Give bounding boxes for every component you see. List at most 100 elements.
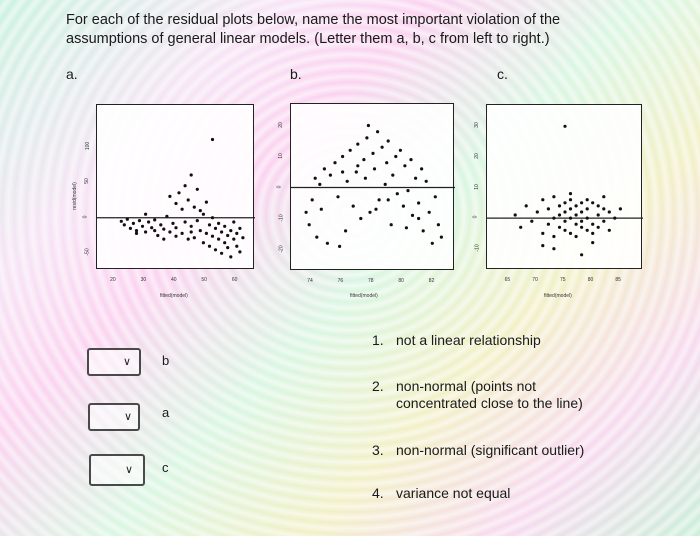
plot-b-point [398, 148, 402, 152]
plot-c-point [541, 231, 545, 235]
plot-a-ytick: 100 [85, 141, 92, 150]
plot-b-ytick: -10 [278, 213, 285, 222]
residual-plot-a [96, 104, 255, 269]
plot-a-point [153, 229, 157, 233]
plot-a-point [204, 231, 208, 235]
plot-c-point [552, 216, 556, 220]
plot-a-point [198, 209, 202, 213]
plot-c-point [568, 192, 573, 196]
plot-c-point [568, 216, 573, 220]
plot-a-point [192, 205, 196, 209]
plot-b-point [433, 195, 437, 199]
plot-c-xtick: 65 [504, 277, 511, 283]
plot-c-point [568, 231, 573, 235]
plot-c-ytick: 10 [473, 183, 480, 190]
plot-b-point [356, 164, 360, 168]
plot-a-canvas [97, 137, 255, 259]
plot-a-point [195, 219, 199, 223]
plot-a-point [180, 207, 184, 211]
plot-a-point [210, 216, 215, 220]
plot-c-point [585, 216, 589, 220]
plot-b-point [351, 204, 355, 208]
plot-a-point [213, 226, 218, 230]
plot-c-point [541, 244, 545, 248]
plot-b-point [344, 229, 348, 233]
plot-c-xtick: 75 [560, 277, 566, 283]
plot-a-point [128, 226, 132, 230]
plot-c-point [580, 201, 584, 205]
plot-a-point [223, 224, 227, 228]
plot-a-point [131, 221, 135, 225]
plot-a-point [122, 223, 126, 227]
plot-b-point [368, 210, 372, 214]
plot-b-point [417, 201, 421, 205]
plot-c-ytick: 30 [473, 122, 480, 129]
plot-b-point [325, 241, 329, 245]
plot-a-point [165, 214, 169, 218]
plot-b-point [310, 198, 314, 202]
plot-a-point [174, 201, 178, 206]
plot-c-point [563, 201, 567, 205]
answer-dropdown-2[interactable]: ∨ [88, 403, 140, 431]
plot-b-point [383, 182, 387, 186]
plot-a-point [186, 198, 190, 202]
plot-b-point [336, 195, 340, 199]
plot-c-point [574, 213, 578, 217]
option-2-number: 2. [372, 378, 384, 394]
plot-b-point [436, 223, 440, 227]
plot-b-point [363, 176, 367, 180]
plot-b-point [417, 216, 421, 221]
plot-b-point [366, 123, 370, 128]
plot-a-point [134, 231, 139, 235]
plot-a-point [189, 224, 193, 228]
plot-c-point [563, 124, 567, 128]
plot-a-point [210, 234, 215, 238]
panel-label-a: a. [66, 66, 78, 82]
plot-b-point [404, 226, 408, 230]
plot-a-point [183, 184, 187, 188]
plot-b-point [394, 154, 398, 159]
plot-c-point [535, 210, 539, 214]
plot-a-point [232, 220, 236, 224]
answer-2-value: a [162, 405, 170, 420]
answer-1-value: b [162, 353, 170, 368]
plot-a-point [217, 221, 221, 225]
plot-a-point [159, 223, 163, 227]
plot-b-point [345, 179, 349, 183]
plot-b-point [371, 151, 375, 155]
plot-a-point [207, 244, 212, 248]
plot-c-xtick: 70 [532, 277, 538, 283]
plot-a-xtick: 50 [201, 277, 207, 283]
plot-a-point [189, 173, 193, 177]
plot-b-canvas [291, 123, 455, 248]
plot-a-point [180, 231, 184, 235]
plot-a-point [220, 230, 224, 234]
answer-dropdown-1[interactable]: ∨ [87, 348, 141, 376]
plot-a-point [134, 229, 139, 233]
plot-c-point [596, 225, 600, 229]
answer-dropdown-3[interactable]: ∨ [89, 454, 145, 486]
plot-c-point [591, 231, 595, 235]
plot-b-point [315, 235, 319, 239]
plot-c-point [574, 234, 578, 239]
plot-c-xlabel: fitted(model) [544, 293, 572, 299]
plot-b-point [328, 173, 332, 177]
plot-a-point [241, 236, 245, 240]
plot-a-point [226, 233, 230, 238]
plot-b-xtick: 78 [368, 278, 374, 284]
answer-3-value: c [162, 460, 169, 475]
plot-c-point [591, 222, 595, 226]
plot-b-point [385, 161, 389, 165]
plot-c-point [546, 222, 550, 226]
plot-b-point [377, 198, 381, 202]
plot-b-point [362, 158, 366, 162]
question-line-2: assumptions of general linear models. (L… [66, 31, 550, 47]
plot-c-xtick: 80 [587, 277, 594, 283]
plot-b-point [409, 158, 413, 162]
plot-c-point [585, 228, 589, 232]
plot-a-xtick: 30 [140, 277, 147, 283]
plot-c-ytick: 0 [472, 215, 479, 219]
plot-b-point [395, 192, 399, 196]
plot-a-point [144, 230, 148, 234]
plot-b-point [439, 235, 443, 239]
